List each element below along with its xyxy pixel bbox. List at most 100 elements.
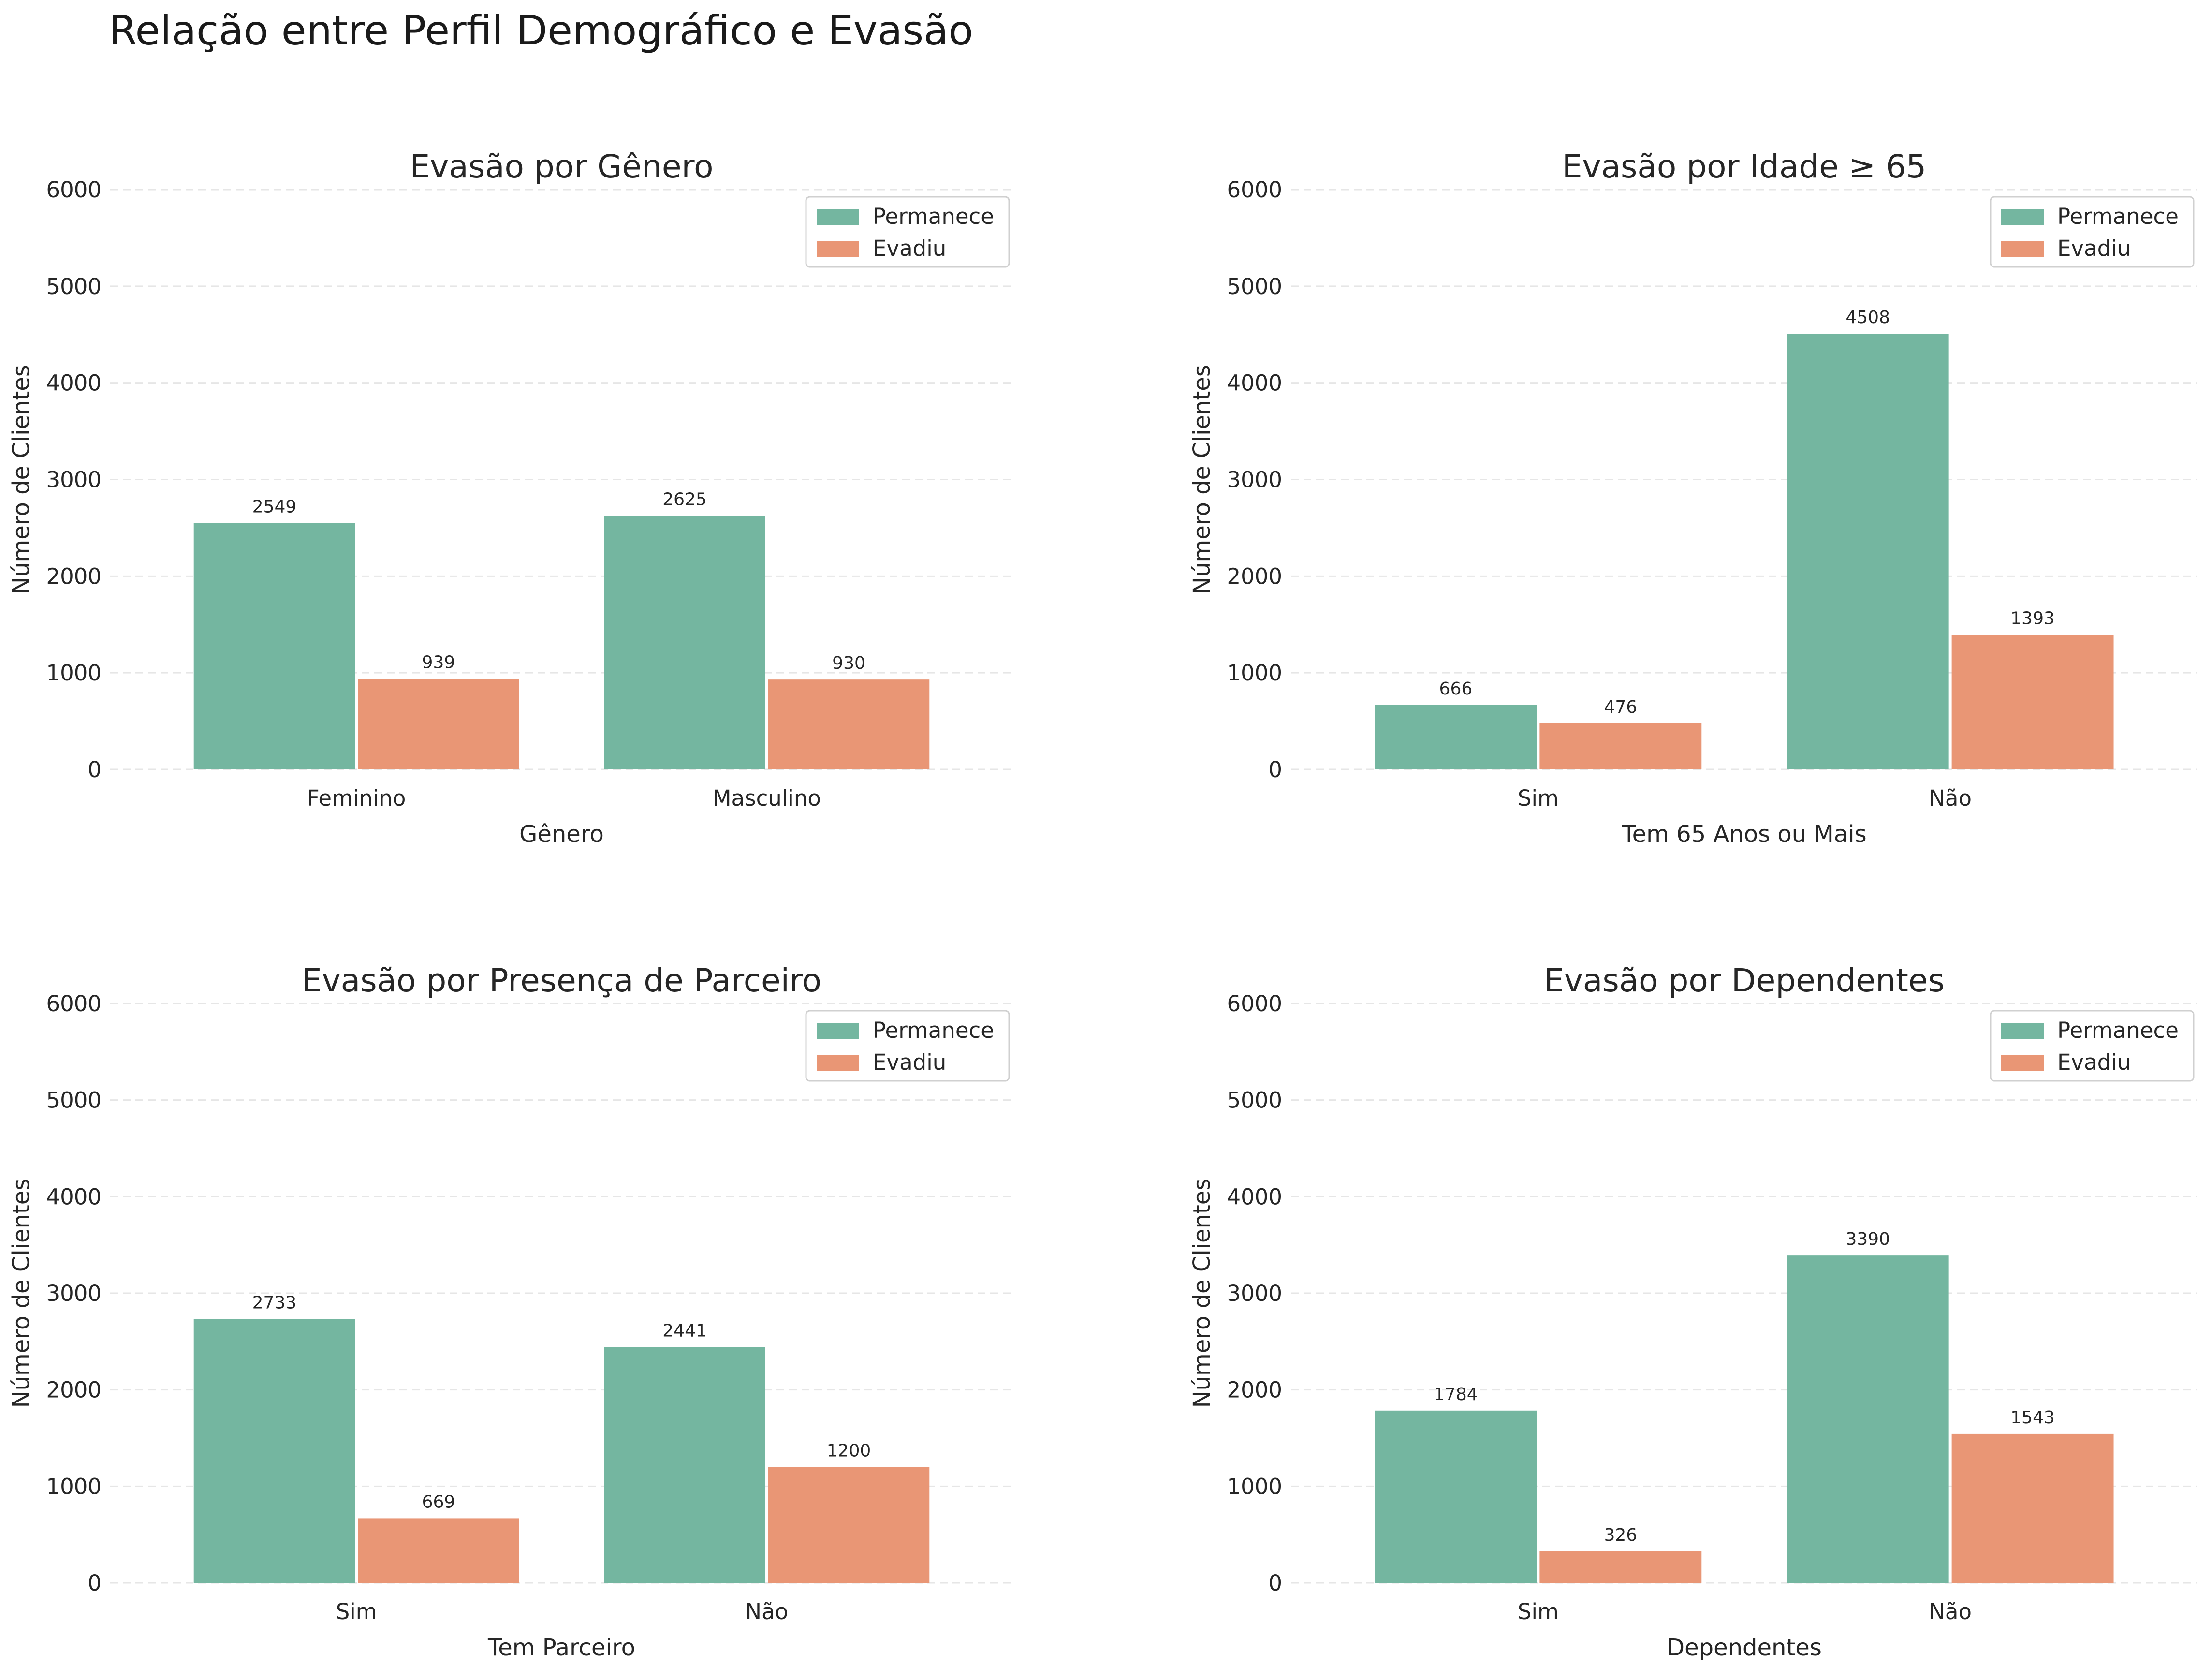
y-tick-label: 0 xyxy=(1268,1570,1282,1596)
bar-permanece xyxy=(604,1347,765,1583)
x-axis-label: Tem Parceiro xyxy=(487,1634,635,1661)
y-tick-label: 3000 xyxy=(46,467,102,493)
x-tick-label: Masculino xyxy=(713,785,821,811)
y-axis-label: Número de Clientes xyxy=(1188,1179,1216,1408)
legend-label: Permanece xyxy=(873,204,994,229)
y-tick-label: 6000 xyxy=(1227,177,1282,203)
legend-label: Permanece xyxy=(2057,204,2179,229)
bar-permanece xyxy=(193,1319,355,1583)
y-tick-label: 4000 xyxy=(1227,370,1282,396)
bar-value-label: 2549 xyxy=(252,497,297,517)
chart-panel-1: 0 1000 2000 3000 4000 5000 6000 2549 2625 939 930 F… xyxy=(8,148,1013,848)
chart-panel-2: 0 1000 2000 3000 4000 5000 6000 666 4508 476 1393 S… xyxy=(1188,148,2197,848)
y-tick-label: 0 xyxy=(88,1570,102,1596)
legend-label: Evadiu xyxy=(2057,236,2131,261)
y-tick-label: 0 xyxy=(1268,757,1282,782)
y-tick-label: 2000 xyxy=(1227,563,1282,589)
x-tick-label: Não xyxy=(745,1599,788,1624)
bar-permanece xyxy=(193,523,355,769)
bar-permanece xyxy=(1787,1255,1949,1583)
y-tick-label: 1000 xyxy=(46,660,102,686)
figure-suptitle: Relação entre Perfil Demográfico e Evasã… xyxy=(109,7,973,54)
x-tick-label: Não xyxy=(1929,785,1972,811)
bar-value-label: 666 xyxy=(1439,679,1473,699)
bar-evadiu xyxy=(1539,723,1702,769)
bar-value-label: 4508 xyxy=(1846,308,1890,327)
y-axis-label: Número de Clientes xyxy=(8,1179,35,1408)
bar-evadiu xyxy=(1951,1433,2114,1583)
chart-panel-4: 0 1000 2000 3000 4000 5000 6000 1784 3390 326 1543… xyxy=(1188,962,2197,1661)
y-tick-label: 5000 xyxy=(46,1088,102,1113)
panel-title: Evasão por Dependentes xyxy=(1544,962,1945,999)
bar-permanece xyxy=(604,516,765,769)
x-tick-label: Sim xyxy=(1518,785,1559,811)
legend-swatch-evadiu xyxy=(2001,241,2044,257)
bar-value-label: 3390 xyxy=(1846,1229,1890,1249)
y-tick-label: 6000 xyxy=(46,177,102,203)
y-tick-label: 0 xyxy=(88,757,102,782)
legend-label: Evadiu xyxy=(873,1049,946,1075)
legend-swatch-evadiu xyxy=(817,241,859,257)
bar-evadiu xyxy=(358,679,519,769)
y-tick-label: 4000 xyxy=(46,370,102,396)
legend: Permanece Evadiu xyxy=(805,196,1010,268)
legend-swatch-permanece xyxy=(817,209,859,225)
bar-value-label: 1393 xyxy=(2010,609,2055,629)
legend-label: Evadiu xyxy=(873,236,946,261)
y-tick-label: 5000 xyxy=(46,274,102,299)
panel-title: Evasão por Gênero xyxy=(410,148,713,185)
bar-value-label: 2625 xyxy=(662,489,707,509)
y-tick-label: 6000 xyxy=(1227,991,1282,1017)
bar-evadiu xyxy=(768,679,930,769)
y-tick-label: 2000 xyxy=(46,1377,102,1403)
bar-evadiu xyxy=(1951,635,2114,769)
y-tick-label: 3000 xyxy=(46,1281,102,1306)
y-tick-label: 4000 xyxy=(1227,1184,1282,1210)
y-tick-label: 1000 xyxy=(46,1474,102,1499)
x-tick-label: Feminino xyxy=(307,785,406,811)
y-tick-label: 1000 xyxy=(1227,1474,1282,1499)
bar-value-label: 939 xyxy=(422,652,455,672)
x-tick-label: Não xyxy=(1929,1599,1972,1624)
bar-value-label: 1200 xyxy=(827,1441,871,1461)
y-tick-label: 5000 xyxy=(1227,1088,1282,1113)
y-tick-label: 3000 xyxy=(1227,1281,1282,1306)
bar-evadiu xyxy=(1539,1551,1702,1583)
x-tick-label: Sim xyxy=(336,1599,377,1624)
y-tick-label: 1000 xyxy=(1227,660,1282,686)
chart-panel-3: 0 1000 2000 3000 4000 5000 6000 2733 2441 669 1200… xyxy=(8,962,1013,1661)
legend: Permanece Evadiu xyxy=(1990,1010,2195,1082)
y-tick-label: 2000 xyxy=(46,563,102,589)
legend: Permanece Evadiu xyxy=(1990,196,2195,268)
legend-swatch-permanece xyxy=(2001,1023,2044,1039)
bar-value-label: 2441 xyxy=(662,1321,707,1341)
legend-label: Permanece xyxy=(2057,1018,2179,1043)
bar-value-label: 476 xyxy=(1604,697,1637,717)
panel-title: Evasão por Presença de Parceiro xyxy=(302,962,821,999)
legend-swatch-evadiu xyxy=(817,1055,859,1071)
bar-permanece xyxy=(1375,1410,1537,1583)
legend: Permanece Evadiu xyxy=(805,1010,1010,1082)
panel-title: Evasão por Idade ≥ 65 xyxy=(1562,148,1926,185)
y-tick-label: 2000 xyxy=(1227,1377,1282,1403)
legend-label: Evadiu xyxy=(2057,1049,2131,1075)
y-axis-label: Número de Clientes xyxy=(8,365,35,594)
legend-swatch-permanece xyxy=(817,1023,859,1039)
bar-evadiu xyxy=(768,1467,930,1583)
bar-value-label: 2733 xyxy=(252,1293,297,1313)
bar-value-label: 1784 xyxy=(1434,1385,1478,1404)
bar-value-label: 1543 xyxy=(2010,1408,2055,1428)
y-tick-label: 4000 xyxy=(46,1184,102,1210)
bar-value-label: 669 xyxy=(422,1492,455,1512)
x-tick-label: Sim xyxy=(1518,1599,1559,1624)
legend-label: Permanece xyxy=(873,1018,994,1043)
bar-permanece xyxy=(1375,705,1537,769)
y-axis-label: Número de Clientes xyxy=(1188,365,1216,594)
y-tick-label: 6000 xyxy=(46,991,102,1017)
y-tick-label: 5000 xyxy=(1227,274,1282,299)
x-axis-label: Dependentes xyxy=(1667,1634,1822,1661)
legend-swatch-permanece xyxy=(2001,209,2044,225)
bar-evadiu xyxy=(358,1518,519,1583)
bar-value-label: 930 xyxy=(832,653,865,673)
